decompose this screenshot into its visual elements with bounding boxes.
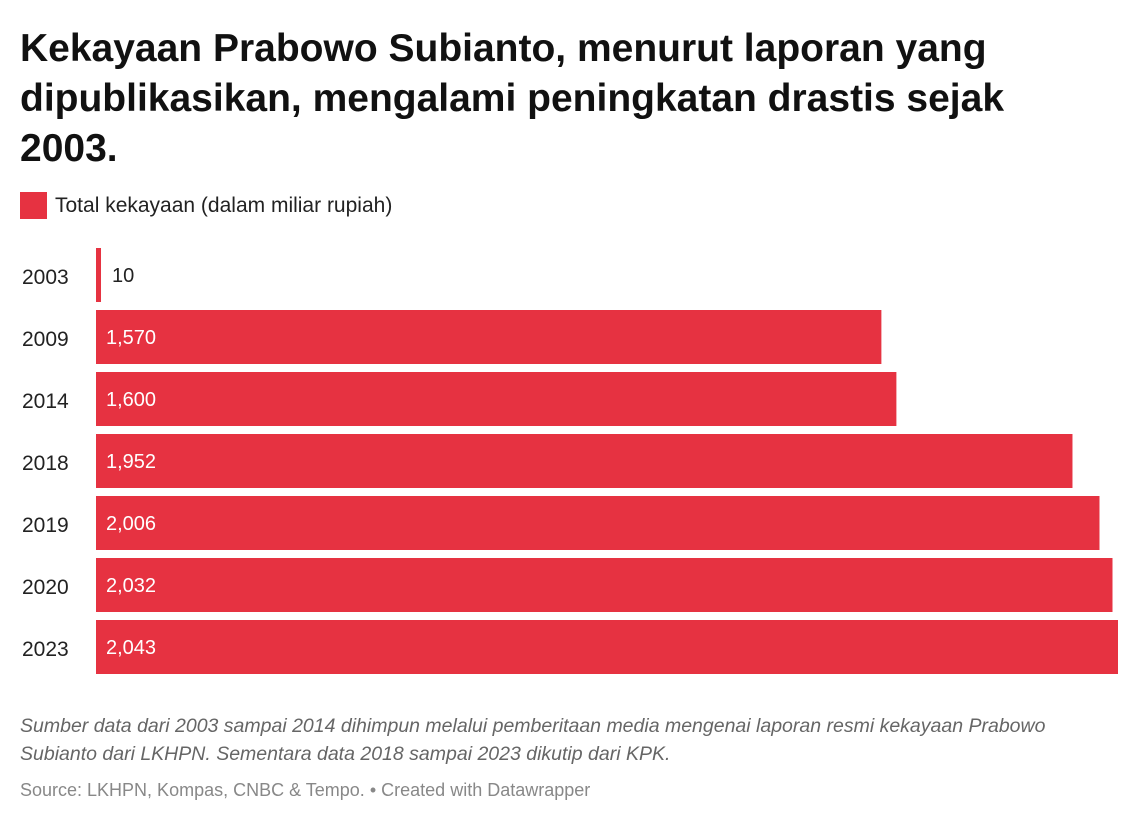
bar-value-label: 2,032: [106, 575, 156, 597]
bar: [96, 558, 1113, 612]
bar: [96, 496, 1100, 550]
source-text: Source: LKHPN, Kompas, CNBC & Tempo.: [20, 780, 365, 800]
bar: [96, 620, 1118, 674]
bar-value-label: 1,600: [106, 389, 156, 411]
bar-value-label: 1,570: [106, 327, 156, 349]
bar-value-label: 1,952: [106, 451, 156, 473]
y-tick-label: 2009: [22, 328, 69, 351]
legend: Total kekayaan (dalam miliar rupiah): [20, 192, 392, 219]
legend-label: Total kekayaan (dalam miliar rupiah): [55, 193, 393, 217]
chart-title: Kekayaan Prabowo Subianto, menurut lapor…: [20, 27, 1005, 170]
y-tick-label: 2018: [22, 452, 69, 475]
source-separator: •: [369, 780, 377, 800]
bar: [96, 310, 882, 364]
y-tick-label: 2003: [22, 266, 69, 289]
bar: [96, 434, 1073, 488]
bar-value-label: 2,043: [106, 637, 156, 659]
y-tick-label: 2020: [22, 576, 69, 599]
datawrapper-credit: Created with Datawrapper: [381, 780, 591, 800]
y-tick-label: 2019: [22, 514, 69, 537]
y-tick-label: 2014: [22, 390, 69, 413]
chart-note: Sumber data dari 2003 sampai 2014 dihimp…: [20, 715, 1046, 765]
bar: [96, 248, 102, 302]
y-tick-label: 2023: [22, 638, 69, 661]
legend-swatch: [20, 192, 47, 219]
bar-chart: 2003 10 2009 1,570 2014 1,600 2018 1,952 2019 2,0…: [22, 248, 1118, 674]
source-line: Source: LKHPN, Kompas, CNBC & Tempo. • C…: [20, 780, 590, 801]
bar-value-label: 10: [112, 265, 134, 287]
bar: [96, 372, 897, 426]
bar-value-label: 2,006: [106, 513, 156, 535]
